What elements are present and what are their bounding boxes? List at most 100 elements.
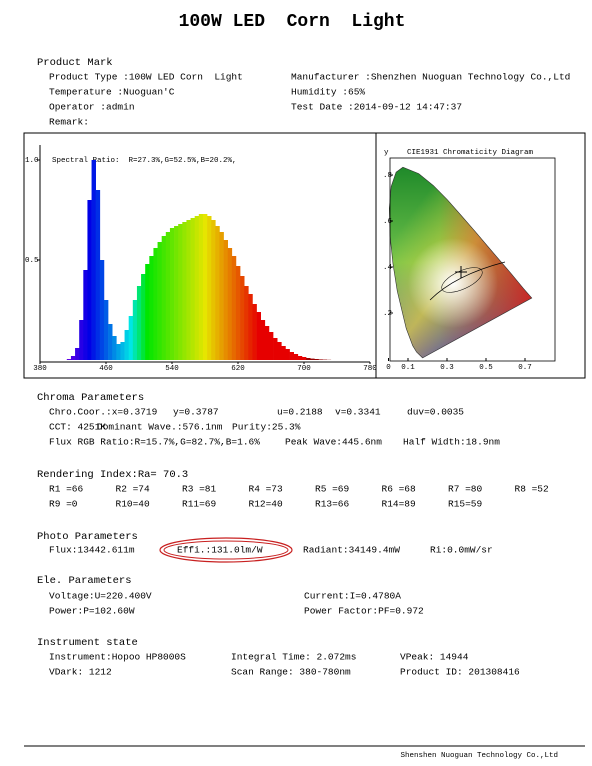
spectrum-bar xyxy=(264,326,270,360)
field: Temperature :Nuoguan'C xyxy=(49,87,175,98)
parameter: VPeak: 14944 xyxy=(400,652,469,663)
spectrum-bar xyxy=(149,256,154,360)
spectrum-bar xyxy=(310,358,315,360)
section-heading: Ele. Parameters xyxy=(37,575,132,587)
parameter: Half Width:18.9nm xyxy=(403,437,500,448)
ri-value: R3 =81 xyxy=(182,484,217,495)
parameter: Dominant Wave.:576.1nm xyxy=(97,422,223,433)
parameter: Scan Range: 380-780nm xyxy=(231,667,351,678)
y-tick-label: 1.0 xyxy=(25,157,39,165)
x-tick-label: 380 xyxy=(33,365,47,373)
spectrum-bar xyxy=(128,316,134,360)
x-tick-label: 780 xyxy=(363,365,377,373)
footer-text: Shenshen Nuoguan Technology Co.,Ltd xyxy=(400,752,558,760)
parameter: Chro.Coor.:x=0.3719 xyxy=(49,407,158,418)
ri-value: R13=66 xyxy=(315,499,350,510)
spectrum-bar xyxy=(231,256,237,360)
spectrum-bar xyxy=(202,214,208,360)
spectrum-bar xyxy=(273,338,278,360)
spectrum-bar xyxy=(99,260,105,360)
spectrum-bar xyxy=(306,358,311,360)
parameter: Peak Wave:445.6nm xyxy=(285,437,382,448)
parameter: Product ID: 201308416 xyxy=(400,667,520,678)
parameter: Power:P=102.60W xyxy=(49,606,135,617)
ri-value: R6 =68 xyxy=(382,484,417,495)
ri-value: R11=69 xyxy=(182,499,217,510)
cie-frame xyxy=(389,157,556,362)
spectrum-bar xyxy=(108,324,113,360)
spectrum-bar xyxy=(165,232,171,360)
parameter: u=0.2188 xyxy=(277,407,323,418)
y-tick-label: .8 xyxy=(383,172,392,180)
spectrum-bar xyxy=(281,346,286,360)
spectrum-bar xyxy=(248,294,253,360)
spectrum-bar xyxy=(244,286,249,360)
section-heading: Photo Parameters xyxy=(37,531,138,543)
spectrum-bar xyxy=(161,236,167,360)
spectrum-bar xyxy=(79,320,84,360)
spectrum-bar xyxy=(91,160,96,360)
parameter: Integral Time: 2.072ms xyxy=(231,652,356,663)
spectrum-bar xyxy=(182,222,187,360)
spectrum-bar xyxy=(318,359,323,360)
x-tick-label: 0.7 xyxy=(518,364,532,372)
y-tick-label: .4 xyxy=(383,264,393,272)
parameter: CCT: 4251K xyxy=(49,422,106,433)
parameter: Purity:25.3% xyxy=(232,422,301,433)
ri-value: R15=59 xyxy=(448,499,483,510)
y-tick-label: .2 xyxy=(383,310,392,318)
parameter: duv=0.0035 xyxy=(407,407,464,418)
field: Manufacturer :Shenzhen Nuoguan Technolog… xyxy=(291,72,570,83)
parameter: Current:I=0.4780A xyxy=(304,591,401,602)
spectrum-bar xyxy=(145,264,150,360)
spectrum-bar xyxy=(75,348,80,360)
chart-frame xyxy=(23,132,586,379)
spectrum-bar xyxy=(260,320,266,360)
parameter: Flux RGB Ratio:R=15.7%,G=82.7%,B=1.6% xyxy=(49,437,260,448)
field: Humidity :65% xyxy=(291,87,365,98)
parameter: Power Factor:PF=0.972 xyxy=(304,606,424,617)
spectrum-bar xyxy=(190,218,195,360)
chart-title: CIE1931 Chromaticity Diagram xyxy=(407,149,534,157)
spectrum-bar xyxy=(268,332,274,360)
spectrum-bar xyxy=(256,312,261,360)
x-tick-label: 700 xyxy=(297,365,311,373)
spectrum-bar xyxy=(194,216,200,360)
page-title: 100W LED Corn Light xyxy=(179,12,406,32)
spectrum-bar xyxy=(174,226,179,360)
spectrum-bar xyxy=(83,270,88,360)
spectrum-bar xyxy=(112,336,117,360)
spectrum-bar xyxy=(169,228,175,360)
spectrum-bar xyxy=(103,300,109,360)
parameter: Radiant:34149.4mW xyxy=(303,545,400,556)
spectrum-bar xyxy=(301,357,307,360)
spectrum-bar xyxy=(87,200,92,360)
x-tick-label: 540 xyxy=(165,365,179,373)
spectrum-bar xyxy=(153,248,158,360)
spectrum-bar xyxy=(186,220,191,360)
highlight-ring xyxy=(163,540,289,560)
spectrum-bar xyxy=(211,220,216,360)
spectrum-bar xyxy=(136,286,142,360)
spectrum-bar xyxy=(124,330,129,360)
ri-value: R5 =69 xyxy=(315,484,350,495)
spectrum-bar xyxy=(207,216,212,360)
parameter: v=0.3341 xyxy=(335,407,381,418)
highlight-ring xyxy=(159,537,293,563)
spectrum-bar xyxy=(215,226,220,360)
spectrum-bar xyxy=(293,354,299,360)
ri-value: R8 =52 xyxy=(515,484,550,495)
section-heading: Instrument state xyxy=(37,637,138,649)
ri-value: R2 =74 xyxy=(116,484,151,495)
spectrum-bar xyxy=(95,190,101,360)
spectrum-bar xyxy=(219,232,224,360)
spectrum-bar xyxy=(314,359,319,360)
ri-value: R12=40 xyxy=(249,499,284,510)
spectrum-bar xyxy=(198,214,204,360)
spectrum-bar xyxy=(116,344,121,360)
spectrum-bar xyxy=(289,352,294,360)
x-tick-label: 620 xyxy=(231,365,245,373)
x-tick-label: 0 xyxy=(386,364,391,372)
parameter: Instrument:Hopoo HP8000S xyxy=(49,652,186,663)
